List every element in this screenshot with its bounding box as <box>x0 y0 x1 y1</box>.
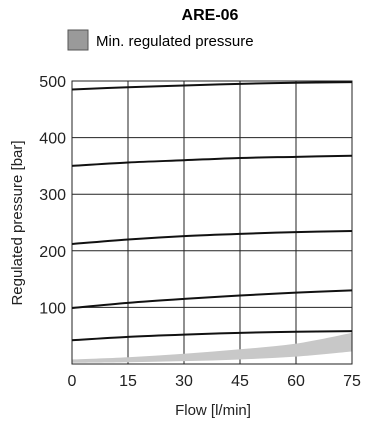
series-line-1 <box>71 81 353 91</box>
plot-frame <box>71 80 353 365</box>
chart-title: ARE-06 <box>182 7 239 24</box>
x-tick-label: 0 <box>68 373 77 390</box>
legend-swatch <box>67 29 89 51</box>
series-line-3 <box>71 229 353 246</box>
y-tick-label: 200 <box>39 244 66 261</box>
y-tick-label: 300 <box>39 187 66 204</box>
y-tick-label: 100 <box>39 300 66 317</box>
legend-label: Min. regulated pressure <box>96 33 254 50</box>
x-axis-label: Flow [l/min] <box>175 402 251 419</box>
min-pressure-band <box>72 332 352 363</box>
x-tick-label: 45 <box>231 373 249 390</box>
series-line-2 <box>71 154 353 167</box>
y-axis-label: Regulated pressure [bar] <box>9 140 26 305</box>
x-tick-label: 15 <box>119 373 137 390</box>
y-tick-label: 500 <box>39 74 66 91</box>
series-line-4 <box>71 289 353 309</box>
plot-area: 0 15 30 45 60 75 100 200 300 400 500 <box>39 74 361 390</box>
x-tick-label: 30 <box>175 373 193 390</box>
x-tick-label: 75 <box>343 373 361 390</box>
series-line-5 <box>71 330 353 342</box>
x-tick-label: 60 <box>287 373 305 390</box>
y-tick-label: 400 <box>39 131 66 148</box>
